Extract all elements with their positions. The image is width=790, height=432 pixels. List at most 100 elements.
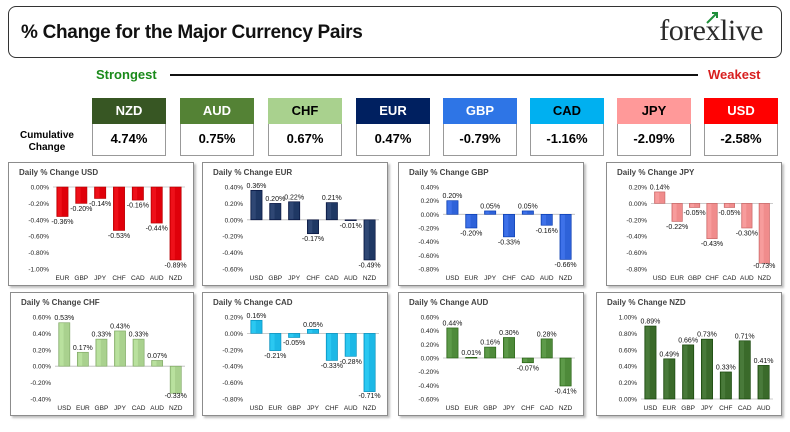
y-tick-label: 0.00% [421,212,440,219]
bar-highlight [270,333,275,351]
bar-highlight [152,360,157,366]
bar-cad [521,210,534,215]
bar-aud [540,214,553,226]
data-label: 0.20% [265,196,285,203]
currency-cumulative-value: 0.75% [180,124,254,156]
y-tick-label: -0.60% [626,250,647,257]
category-label: USD [446,275,460,282]
data-label: 0.53% [54,315,74,322]
bar-nzd [559,357,572,387]
data-label: 0.05% [518,203,538,210]
y-tick-label: -0.80% [418,267,439,274]
category-label: GBP [483,405,497,412]
bar-highlight [690,203,695,207]
bar-eur [76,351,89,367]
bar-aud [344,219,357,221]
y-tick-label: 0.40% [421,185,440,192]
category-label: AUD [150,405,164,412]
y-tick-label: -0.40% [418,239,439,246]
bar-usd [250,319,263,334]
category-label: USD [446,405,460,412]
bar-jpy [503,337,515,359]
data-label: 0.05% [303,322,323,329]
bar-highlight [485,347,490,358]
data-label: -0.05% [683,210,705,217]
category-label: NZD [559,405,573,412]
data-label: -0.05% [718,210,740,217]
data-label: 0.41% [754,358,774,365]
bar-eur [269,333,282,351]
category-label: JPY [701,405,714,412]
category-label: CAD [540,405,554,412]
data-label: -0.16% [536,228,558,235]
y-tick-label: 0.60% [33,315,52,322]
forexlive-logo[interactable]: forex live [659,12,764,48]
bar-highlight [170,187,175,260]
category-label: AUD [344,405,358,412]
bar-highlight [95,187,100,198]
category-label: CHF [325,405,338,412]
bar-highlight [308,329,313,333]
data-label: -0.28% [340,359,362,366]
data-label: -0.01% [340,223,362,230]
bar-chf [706,203,718,239]
bar-highlight [707,203,712,239]
daily-change-chart-nzd: Daily % Change NZD 1.00% 0.80% 0.60% 0.40% 0.… [596,292,782,416]
daily-change-chart-cad: Daily % Change CAD 0.20% 0.00% -0.20% -0.40%… [202,292,388,416]
category-label: JPY [94,275,107,282]
bar-aud [150,186,163,224]
data-label: -0.20% [460,231,482,238]
category-label: CHF [521,405,534,412]
category-label: GBP [688,275,702,282]
y-tick-label: -0.80% [222,397,243,404]
bar-highlight [664,359,669,399]
y-tick-label: 0.40% [33,331,52,338]
currency-box-cad: CAD -1.16% [530,98,604,156]
y-tick-label: -0.60% [28,234,49,241]
category-label: AUD [344,275,358,282]
category-label: NZD [363,405,377,412]
currency-box-usd: USD -2.58% [704,98,778,156]
category-label: CAD [325,275,339,282]
category-label: NZD [559,275,573,282]
bar-highlight [466,214,471,228]
y-tick-label: 0.00% [31,185,50,192]
category-label: JPY [503,405,516,412]
data-label: 0.66% [678,337,698,344]
bar-chart-svg: 0.60% 0.40% 0.20% 0.00% -0.20% -0.40% 0.53% USD… [30,315,186,413]
y-tick-label: -1.00% [28,267,49,274]
data-label: 0.17% [73,345,93,352]
bar-gbp [75,186,88,204]
y-tick-label: 0.00% [33,364,52,371]
data-label: 0.49% [659,351,679,358]
y-tick-label: -0.40% [626,234,647,241]
bar-highlight [447,328,452,358]
chart-title: Daily % Change GBP [409,168,489,177]
category-label: NZD [758,275,772,282]
category-label: AUD [740,275,754,282]
data-label: -0.36% [51,219,73,226]
currency-code: EUR [356,98,430,124]
currency-box-jpy: JPY -2.09% [617,98,691,156]
data-label: 0.71% [735,333,755,340]
y-tick-label: -0.20% [30,380,51,387]
data-label: 0.16% [246,313,266,320]
y-tick-label: -0.80% [28,250,49,257]
currency-box-aud: AUD 0.75% [180,98,254,156]
bar-highlight [760,203,764,263]
bar-aud [344,333,357,357]
bar-highlight [560,214,565,259]
y-tick-label: 0.20% [225,315,244,322]
category-label: NZD [169,405,183,412]
strength-arrow-line [170,74,698,76]
daily-change-chart-gbp: Daily % Change GBP 0.40% 0.20% 0.00% -0.20% -… [398,162,584,286]
y-tick-label: 0.20% [225,201,244,208]
bar-chf [325,333,338,361]
y-tick-label: -0.20% [222,347,243,354]
category-label: EUR [76,405,90,412]
data-label: -0.33% [321,363,343,370]
bar-nzd [559,214,572,260]
currency-cumulative-value: -0.79% [443,124,517,156]
bar-jpy [484,210,497,215]
currency-code: CAD [530,98,604,124]
